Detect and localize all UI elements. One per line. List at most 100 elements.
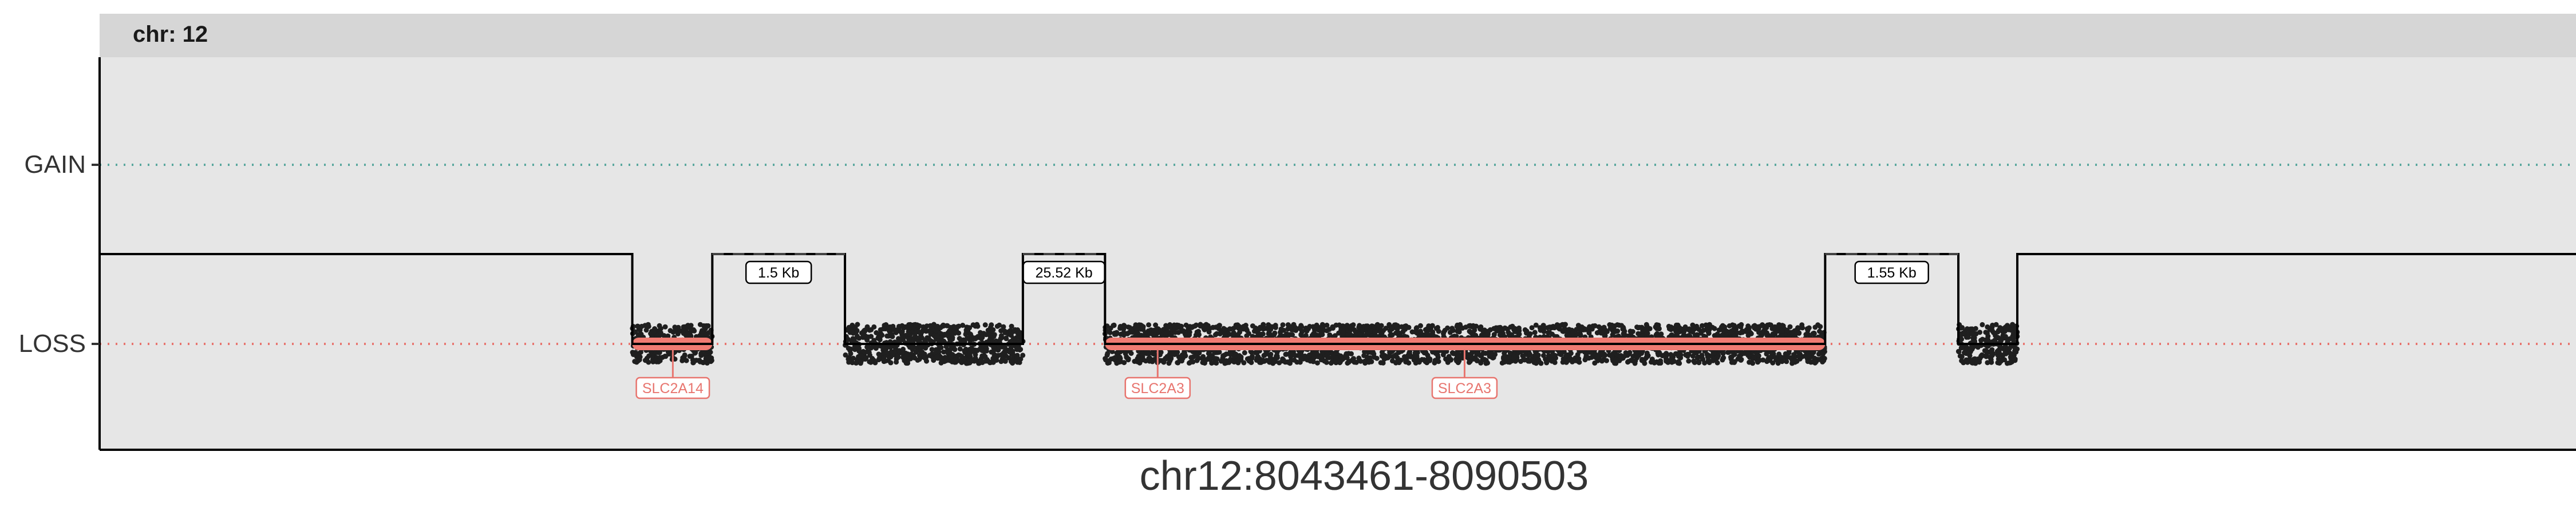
data-point-seg1 xyxy=(918,350,924,355)
data-point-seg2 xyxy=(1501,354,1506,360)
data-point-seg3 xyxy=(1969,331,1974,336)
data-point-seg2 xyxy=(1745,350,1751,356)
data-point-seg0 xyxy=(644,355,650,361)
data-point-seg3 xyxy=(1963,357,1969,363)
data-point-seg2 xyxy=(1637,324,1642,330)
data-point-seg2 xyxy=(1686,358,1692,364)
data-point-seg1 xyxy=(887,324,892,330)
data-point-seg2 xyxy=(1176,323,1182,328)
data-point-seg2 xyxy=(1664,353,1669,359)
data-point-seg0 xyxy=(683,358,689,363)
data-point-seg0 xyxy=(637,332,643,338)
data-point-seg1 xyxy=(868,345,874,351)
data-point-seg2 xyxy=(1114,330,1120,335)
data-point-seg3 xyxy=(1977,359,1982,365)
data-point-seg1 xyxy=(1002,344,1008,350)
data-point-seg2 xyxy=(1711,350,1717,356)
data-point-seg1 xyxy=(896,348,902,354)
data-point-seg2 xyxy=(1633,351,1639,356)
data-point-seg2 xyxy=(1676,354,1681,359)
data-point-seg0 xyxy=(657,358,663,363)
data-point-seg0 xyxy=(684,332,690,338)
data-point-seg1 xyxy=(1009,323,1014,329)
data-point-seg2 xyxy=(1307,324,1313,329)
data-point-seg2 xyxy=(1175,360,1181,366)
data-point-seg3 xyxy=(1959,354,1965,359)
data-point-seg3 xyxy=(2003,327,2009,333)
data-point-seg2 xyxy=(1371,324,1377,330)
data-point-seg2 xyxy=(1820,351,1826,357)
data-point-seg2 xyxy=(1360,327,1365,333)
data-point-seg2 xyxy=(1222,327,1228,332)
data-point-seg2 xyxy=(1260,331,1266,337)
data-point-seg1 xyxy=(967,350,973,355)
data-point-seg2 xyxy=(1250,323,1255,329)
data-point-seg2 xyxy=(1326,327,1332,332)
data-point-seg2 xyxy=(1218,358,1224,364)
data-point-seg2 xyxy=(1784,359,1789,365)
data-point-seg2 xyxy=(1770,331,1776,337)
data-point-seg2 xyxy=(1435,352,1440,358)
data-point-seg1 xyxy=(860,348,866,354)
data-point-seg2 xyxy=(1772,324,1778,330)
data-point-seg1 xyxy=(1006,355,1012,360)
data-point-seg3 xyxy=(2010,355,2016,361)
data-point-seg1 xyxy=(929,347,935,352)
data-point-seg1 xyxy=(877,337,883,343)
data-point-seg1 xyxy=(859,330,864,336)
data-point-seg0 xyxy=(635,323,641,329)
data-point-seg2 xyxy=(1443,348,1448,354)
data-point-seg1 xyxy=(998,333,1004,339)
data-point-seg2 xyxy=(1502,349,1508,355)
data-point-seg2 xyxy=(1268,351,1274,357)
data-point-seg1 xyxy=(962,356,967,362)
data-point-seg2 xyxy=(1529,325,1535,331)
data-point-seg2 xyxy=(1812,324,1818,330)
data-point-seg2 xyxy=(1467,359,1472,365)
data-point-seg2 xyxy=(1374,355,1380,361)
data-point-seg0 xyxy=(671,350,677,356)
data-point-seg1 xyxy=(1002,328,1008,334)
data-point-seg2 xyxy=(1349,351,1354,356)
data-point-seg2 xyxy=(1121,360,1127,366)
data-point-seg2 xyxy=(1682,333,1688,339)
data-point-seg2 xyxy=(1111,323,1117,328)
data-point-seg2 xyxy=(1235,332,1241,338)
data-point-seg1 xyxy=(859,353,864,359)
data-point-seg2 xyxy=(1609,325,1614,331)
data-point-seg2 xyxy=(1522,327,1528,332)
data-point-seg2 xyxy=(1797,351,1803,357)
data-point-seg2 xyxy=(1627,350,1633,355)
data-point-seg2 xyxy=(1615,352,1621,358)
data-point-seg2 xyxy=(1241,324,1246,330)
data-point-seg2 xyxy=(1601,324,1607,330)
data-point-seg2 xyxy=(1264,358,1269,363)
data-point-seg2 xyxy=(1277,360,1282,366)
data-point-seg2 xyxy=(1535,352,1541,358)
data-point-seg2 xyxy=(1393,322,1398,328)
data-point-seg1 xyxy=(998,359,1004,365)
data-point-seg2 xyxy=(1165,329,1171,335)
data-point-seg2 xyxy=(1228,326,1233,332)
data-point-seg2 xyxy=(1418,328,1424,334)
data-point-seg1 xyxy=(919,335,924,340)
data-point-seg2 xyxy=(1132,359,1137,364)
data-point-seg2 xyxy=(1153,327,1159,332)
data-point-seg1 xyxy=(906,329,911,335)
facet-strip xyxy=(100,14,2576,57)
data-point-seg2 xyxy=(1194,322,1199,328)
data-point-seg2 xyxy=(1557,351,1563,357)
data-point-seg0 xyxy=(643,327,649,333)
data-point-seg2 xyxy=(1740,328,1745,334)
data-point-seg2 xyxy=(1485,328,1491,334)
data-point-seg2 xyxy=(1456,352,1462,358)
data-point-seg2 xyxy=(1625,359,1630,365)
data-point-seg1 xyxy=(927,352,933,358)
data-point-seg2 xyxy=(1129,328,1135,334)
data-point-seg2 xyxy=(1367,328,1373,334)
data-point-seg2 xyxy=(1463,324,1469,330)
data-point-seg2 xyxy=(1745,332,1751,338)
data-point-seg2 xyxy=(1682,324,1688,330)
data-point-seg1 xyxy=(846,358,852,364)
data-point-seg2 xyxy=(1483,332,1488,338)
